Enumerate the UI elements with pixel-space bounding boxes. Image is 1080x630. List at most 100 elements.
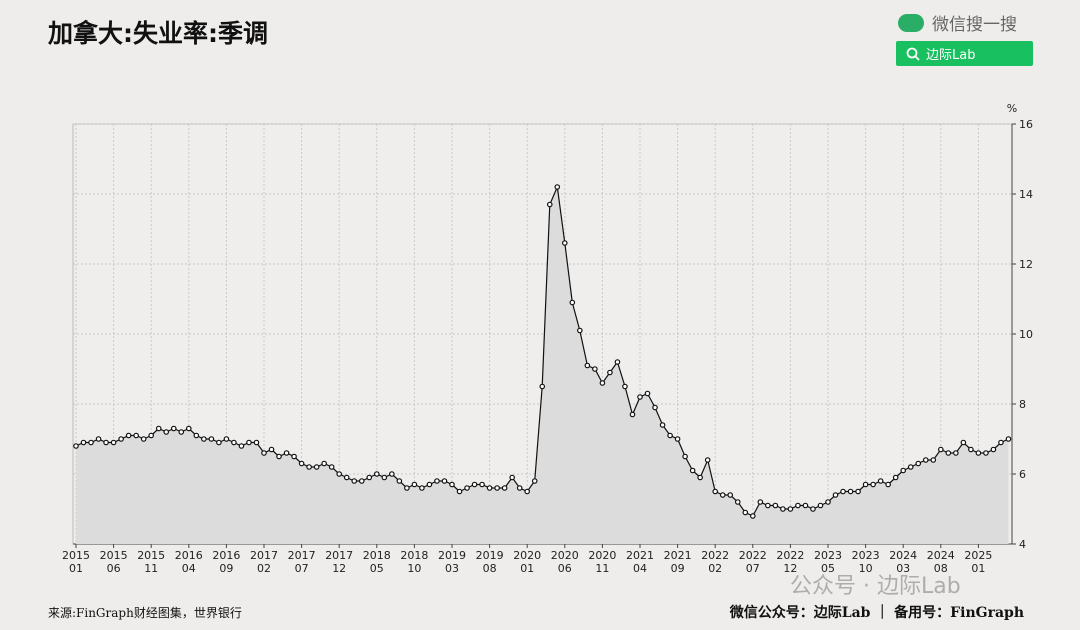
x-tick-label: 2019 [476, 549, 504, 562]
point [343, 474, 350, 481]
point [607, 369, 613, 376]
x-tick-label: 2022 [739, 549, 767, 562]
source-note: 来源:FinGraph财经图集，世界银行 [48, 606, 242, 620]
point [892, 474, 899, 481]
point [441, 478, 448, 484]
point [276, 453, 282, 460]
x-tick-label: 01 [520, 562, 534, 575]
point [734, 499, 741, 505]
x-tick-label: 11 [144, 562, 158, 575]
point [569, 299, 576, 306]
point [133, 432, 139, 439]
point [298, 460, 305, 467]
point [163, 429, 170, 435]
wechat-search-label: 微信搜一搜 [898, 10, 1017, 35]
point [787, 506, 794, 512]
x-tick-label: 03 [445, 562, 459, 575]
point [306, 464, 312, 470]
point [283, 450, 290, 456]
point [885, 481, 891, 488]
x-tick-label: 11 [595, 562, 609, 575]
y-axis-unit: % [1007, 102, 1017, 115]
x-tick-label: 2020 [513, 549, 541, 562]
point [95, 436, 102, 442]
x-tick-label: 2017 [325, 549, 353, 562]
point [253, 439, 260, 446]
point [456, 488, 463, 495]
point [765, 502, 771, 509]
point [313, 464, 320, 470]
point [960, 439, 967, 446]
x-tick-label: 2015 [62, 549, 90, 562]
point [170, 425, 177, 432]
point [855, 488, 861, 495]
point [644, 390, 651, 397]
point [674, 436, 681, 442]
point [900, 467, 907, 474]
point [246, 439, 252, 446]
y-tick-label: 6 [1019, 468, 1026, 481]
x-tick-label: 07 [295, 562, 309, 575]
point [667, 432, 673, 439]
point [501, 485, 508, 491]
x-tick-label: 02 [257, 562, 271, 575]
point [937, 446, 944, 453]
point [404, 485, 410, 491]
point [689, 467, 696, 474]
y-tick-label: 14 [1019, 188, 1033, 201]
point [697, 474, 703, 481]
point [704, 457, 711, 463]
x-tick-label: 2020 [588, 549, 616, 562]
point [389, 471, 395, 477]
point [832, 492, 839, 498]
point [629, 411, 636, 418]
point [80, 439, 87, 446]
point [825, 499, 831, 505]
x-tick-label: 2024 [927, 549, 955, 562]
point [907, 464, 914, 470]
point [426, 481, 433, 488]
point [419, 485, 425, 491]
x-tick-label: 2018 [400, 549, 428, 562]
point [772, 502, 779, 509]
point [780, 506, 786, 512]
x-tick-label: 03 [896, 562, 910, 575]
point [953, 450, 959, 456]
watermark: 公众号 · 边际Lab [790, 574, 961, 599]
x-tick-label: 12 [783, 562, 797, 575]
point [599, 380, 606, 386]
point [193, 432, 200, 439]
point [118, 436, 124, 442]
point [148, 432, 155, 439]
point [554, 184, 561, 190]
point [652, 404, 658, 411]
point [396, 478, 403, 484]
point [381, 474, 388, 481]
point [561, 240, 568, 246]
point [795, 502, 801, 509]
point [922, 457, 929, 463]
point [351, 478, 358, 484]
point [486, 485, 493, 491]
point [577, 327, 583, 334]
point [321, 460, 327, 467]
point [140, 436, 147, 442]
point [494, 485, 500, 491]
point [546, 201, 553, 208]
search-icon [906, 47, 920, 61]
x-tick-label: 2015 [137, 549, 165, 562]
x-tick-label: 04 [182, 562, 196, 575]
point [479, 481, 485, 488]
search-button[interactable]: 边际Lab [896, 41, 1033, 66]
point [103, 439, 109, 446]
point [216, 439, 222, 446]
point [449, 481, 455, 488]
point [915, 460, 922, 467]
point [524, 488, 531, 495]
point [802, 502, 809, 509]
x-tick-label: 2018 [363, 549, 391, 562]
point [155, 425, 162, 432]
search-label: 微信搜一搜 [932, 15, 1017, 35]
